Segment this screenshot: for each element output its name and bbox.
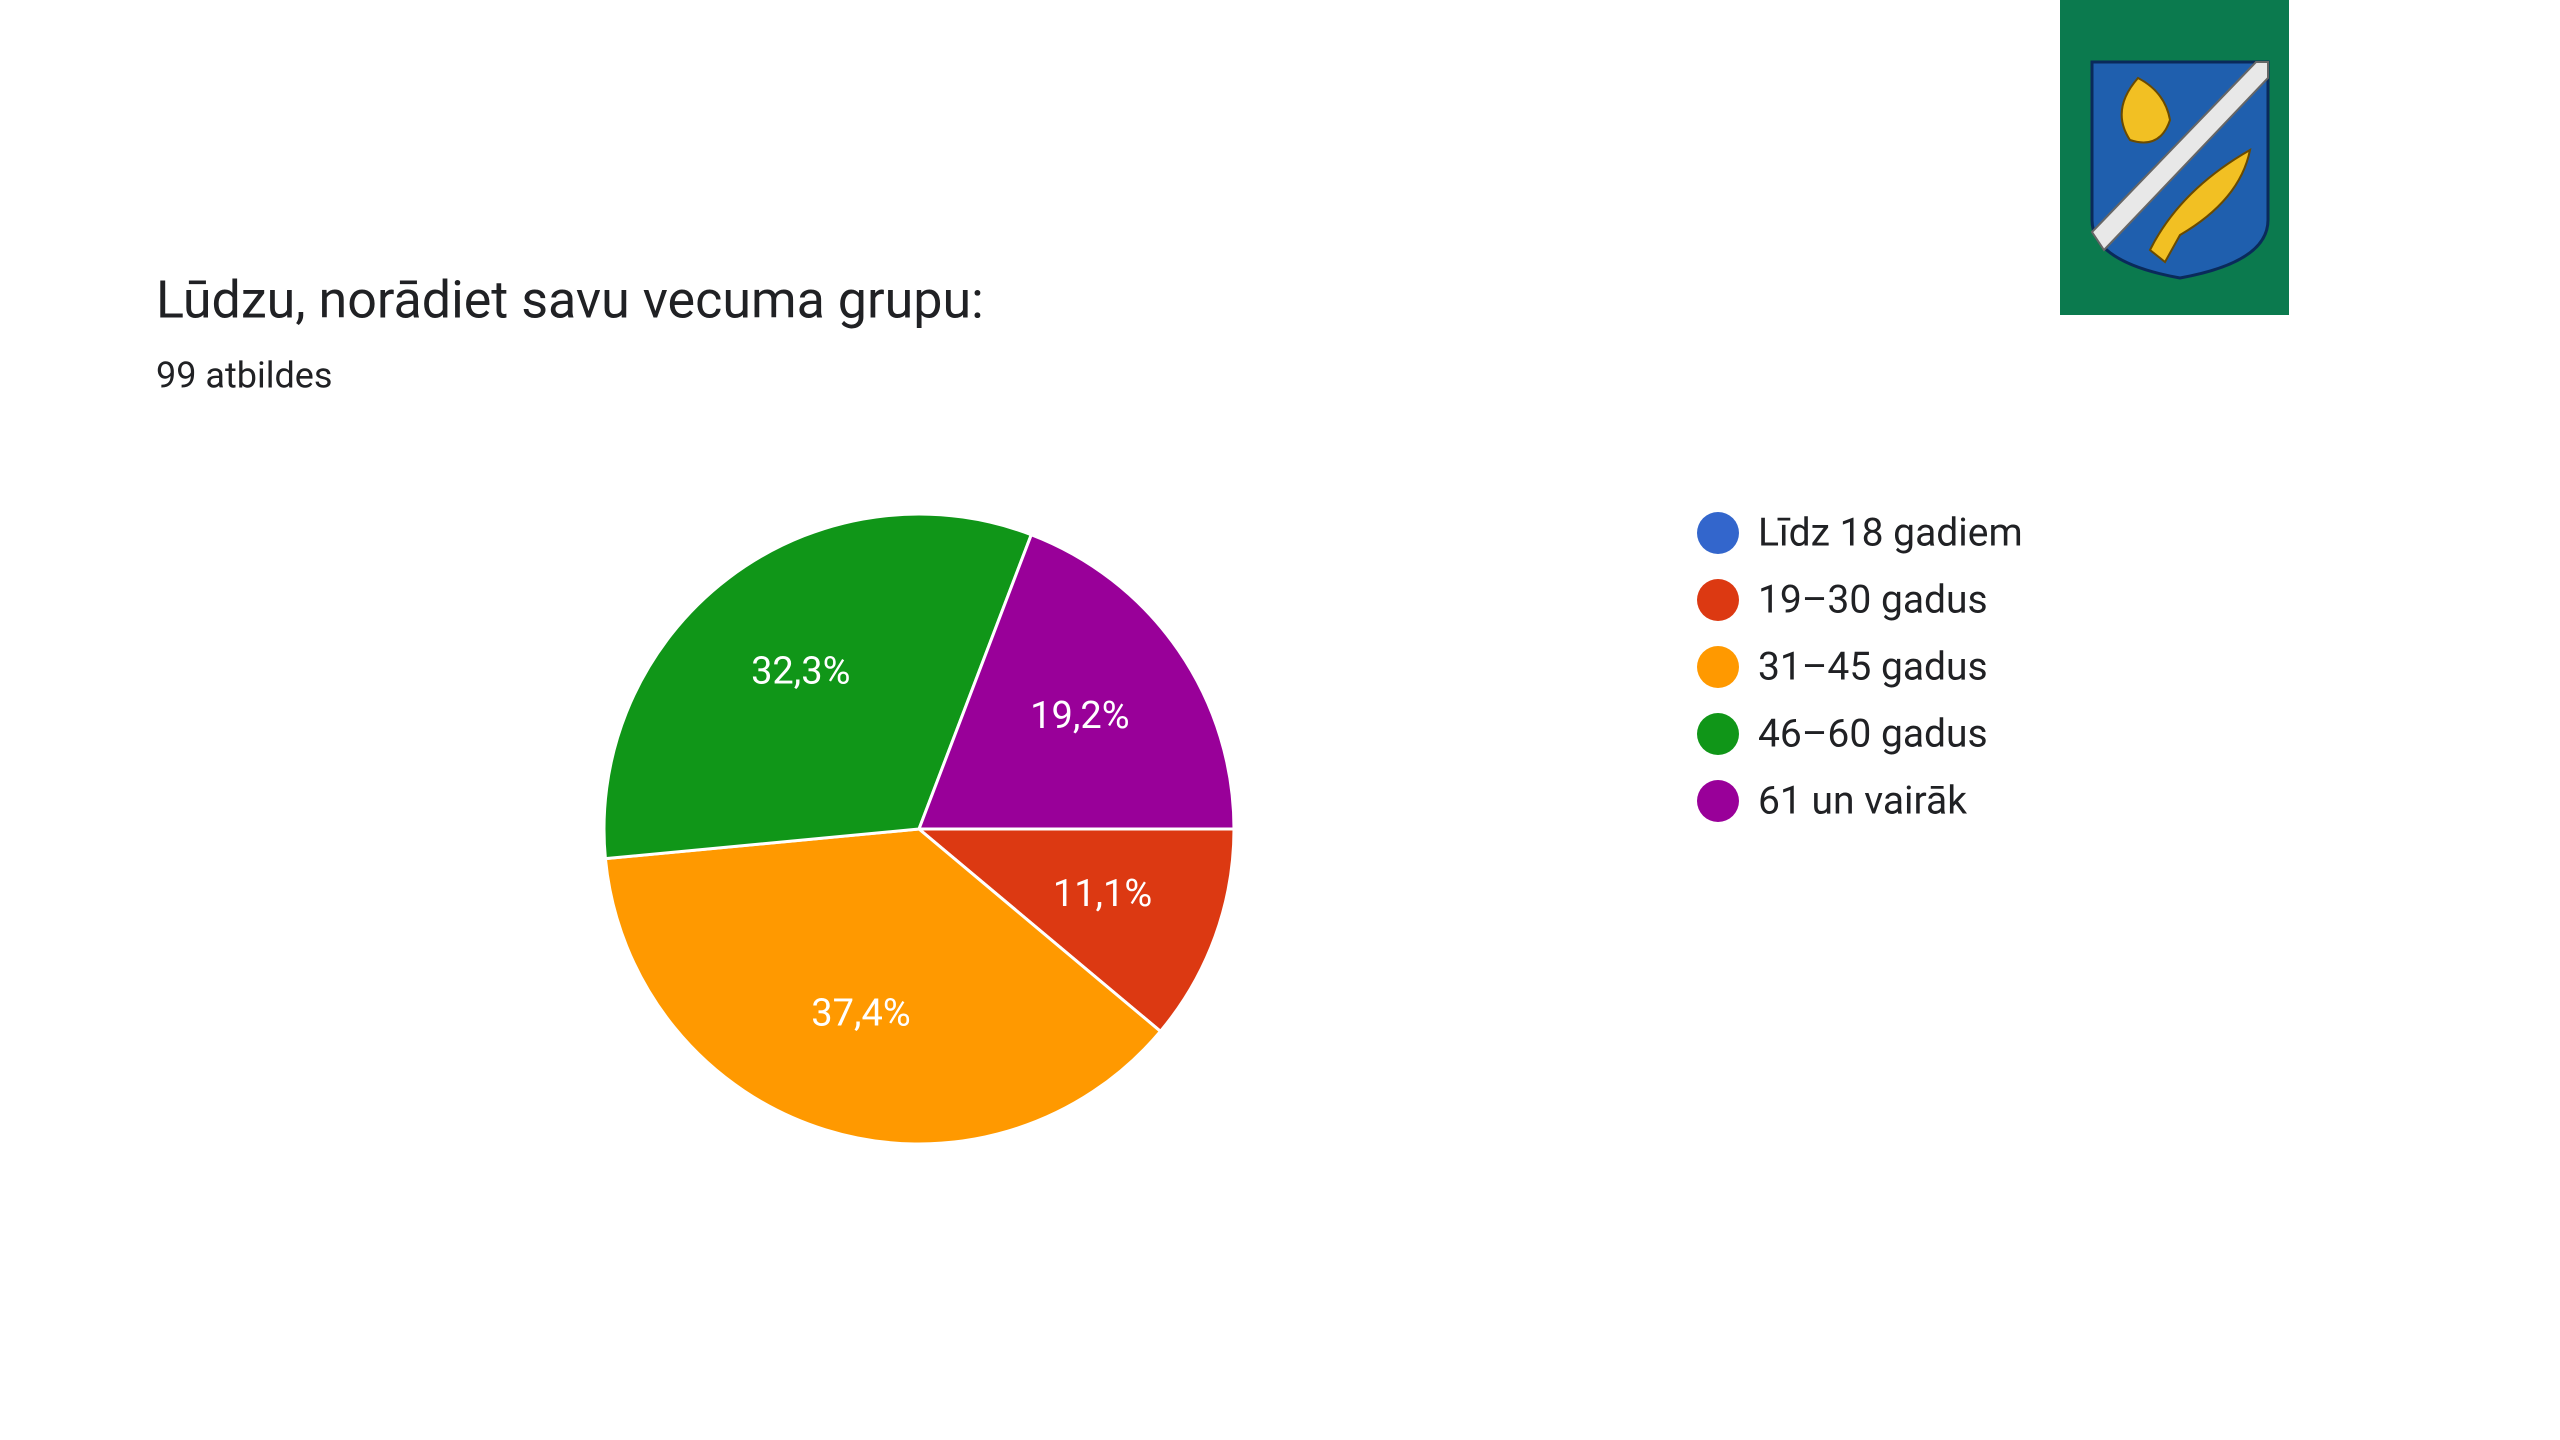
chart-subtitle: 99 atbildes bbox=[156, 355, 332, 397]
legend-label: 31–45 gadus bbox=[1758, 643, 1988, 689]
legend-label: Līdz 18 gadiem bbox=[1758, 509, 2023, 555]
pie-slice bbox=[916, 532, 1236, 831]
legend-swatch bbox=[1697, 579, 1739, 621]
data-label: 37,4% bbox=[811, 992, 910, 1036]
data-label: 11,1% bbox=[1053, 872, 1152, 916]
legend-swatch bbox=[1697, 780, 1739, 822]
legend-label: 61 un vairāk bbox=[1758, 777, 1967, 823]
chart-title: Lūdzu, norādiet savu vecuma grupu: bbox=[156, 270, 984, 331]
legend-label: 19–30 gadus bbox=[1758, 576, 1988, 622]
logo-band bbox=[2090, 61, 2269, 252]
legend-swatch bbox=[1697, 512, 1739, 554]
logo-fish bbox=[2148, 148, 2252, 264]
data-label: 19,2% bbox=[1030, 694, 1129, 738]
legend-label: 46–60 gadus bbox=[1758, 710, 1988, 756]
pie-slice bbox=[603, 827, 1163, 1146]
legend-swatch bbox=[1697, 713, 1739, 755]
logo bbox=[2060, 0, 2289, 315]
legend-swatch bbox=[1697, 646, 1739, 688]
data-label: 32,3% bbox=[751, 650, 850, 694]
logo-leaf bbox=[2120, 76, 2172, 144]
pie-slice bbox=[914, 827, 1236, 1034]
pie-slice bbox=[602, 512, 1034, 861]
